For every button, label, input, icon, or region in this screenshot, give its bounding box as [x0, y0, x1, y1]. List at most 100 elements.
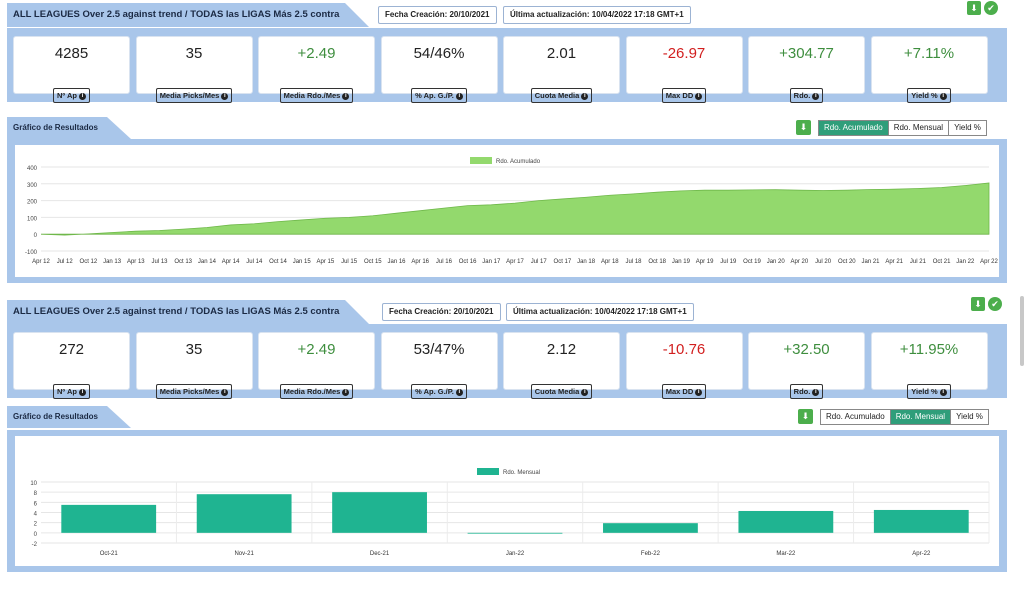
stat-value: +304.77 [779, 45, 834, 62]
bar-chart-panel: -2 0 2 4 6 8 10 Oct-21 Nov-21 Dec-21 Jan-22 Feb-22 M… [15, 436, 999, 566]
x-tick-label: Jan 22 [956, 259, 975, 265]
info-icon[interactable]: i [342, 92, 350, 100]
stat-value: 35 [185, 45, 203, 62]
info-icon[interactable]: i [78, 92, 86, 100]
stat-label-text: Cuota Media [534, 91, 580, 100]
stat-card: 35 Media Picks/Mes i [135, 36, 253, 103]
x-tick-label: Jan 19 [672, 259, 691, 265]
stat-label[interactable]: Rdo. i [789, 384, 824, 399]
strategy-section-1: ALL LEAGUES Over 2.5 against trend / TOD… [0, 0, 1010, 290]
stat-label[interactable]: Media Rdo./Mes i [279, 384, 354, 399]
info-icon[interactable]: i [939, 92, 947, 100]
x-tick-label: Jul 20 [815, 259, 832, 265]
stat-label[interactable]: Yield % i [907, 88, 951, 103]
toggle-rdo-acumulado[interactable]: Rdo. Acumulado [821, 410, 891, 424]
y-tick-label: -100 [25, 250, 38, 256]
stat-value: +2.49 [297, 341, 336, 358]
stat-label-text: Nº Ap [57, 91, 77, 100]
info-icon[interactable]: i [342, 388, 350, 396]
stat-card: +304.77 Rdo. i [748, 36, 865, 103]
creation-date: Fecha Creación: 20/10/2021 [378, 6, 497, 24]
x-tick-label: Jul 16 [436, 259, 453, 265]
info-icon[interactable]: i [812, 388, 820, 396]
chart-download-icon[interactable]: ⬇ [796, 120, 811, 135]
stat-label[interactable]: Nº Ap i [53, 384, 90, 399]
y-tick-label: 100 [27, 216, 38, 222]
stats-band: 4285 Nº Ap i 35 Media Picks/Mes i +2.49 Media R… [7, 28, 1007, 103]
info-icon[interactable]: i [221, 92, 229, 100]
stat-label[interactable]: % Ap. G./P. i [411, 88, 467, 103]
toggle-yield[interactable]: Yield % [951, 410, 988, 424]
toggle-rdo-acumulado[interactable]: Rdo. Acumulado [819, 121, 889, 135]
x-tick-label: Apr-22 [912, 551, 931, 557]
x-tick-label: Jan-22 [506, 551, 525, 557]
stat-card: +2.49 Media Rdo./Mes i [258, 332, 375, 399]
last-update: Última actualización: 10/04/2022 17:18 G… [506, 303, 694, 321]
stat-label[interactable]: Media Rdo./Mes i [279, 88, 354, 103]
shield-check-icon[interactable]: ✔ [984, 1, 998, 15]
info-icon[interactable]: i [455, 92, 463, 100]
legend-swatch [470, 157, 492, 164]
x-tick-label: Jan 21 [861, 259, 880, 265]
info-icon[interactable]: i [581, 92, 589, 100]
info-icon[interactable]: i [695, 92, 703, 100]
y-tick-label: 200 [27, 200, 38, 206]
download-icon[interactable]: ⬇ [971, 297, 985, 311]
stat-card: -10.76 Max DD i [625, 332, 743, 399]
x-tick-label: Jul 19 [720, 259, 737, 265]
strategy-title: ALL LEAGUES Over 2.5 against trend / TOD… [7, 300, 369, 324]
y-tick-label: 8 [34, 491, 38, 497]
stat-card: -26.97 Max DD i [625, 36, 743, 103]
last-update: Última actualización: 10/04/2022 17:18 G… [503, 6, 691, 24]
chart-download-icon[interactable]: ⬇ [798, 409, 813, 424]
stat-label[interactable]: Cuota Media i [530, 88, 593, 103]
stat-label[interactable]: Yield % i [907, 384, 951, 399]
bar [467, 532, 563, 534]
info-icon[interactable]: i [581, 388, 589, 396]
info-icon[interactable]: i [221, 388, 229, 396]
stat-value: 54/46% [413, 45, 465, 62]
stat-label-text: Yield % [911, 91, 938, 100]
stat-label-text: Media Rdo./Mes [283, 387, 341, 396]
stat-value: +11.95% [899, 341, 959, 358]
info-icon[interactable]: i [939, 388, 947, 396]
chart-band: -100 0 100 200 300 400 Apr 12 Jul 12 Oct 12 Jan 1… [7, 139, 1007, 283]
x-tick-label: Apr 16 [411, 259, 429, 265]
toggle-yield[interactable]: Yield % [949, 121, 986, 135]
x-tick-label: Jul 18 [625, 259, 642, 265]
stat-label[interactable]: Media Picks/Mes i [155, 88, 233, 103]
stat-label[interactable]: % Ap. G./P. i [411, 384, 467, 399]
shield-check-icon[interactable]: ✔ [988, 297, 1002, 311]
chart-mode-toggle: Rdo. Acumulado Rdo. Mensual Yield % [818, 120, 987, 136]
info-icon[interactable]: i [455, 388, 463, 396]
stat-label-text: Nº Ap [57, 387, 77, 396]
stat-label[interactable]: Cuota Media i [530, 384, 593, 399]
chart-title: Gráfico de Resultados [7, 117, 131, 139]
info-icon[interactable]: i [78, 388, 86, 396]
stat-value: 35 [185, 341, 203, 358]
stat-label[interactable]: Media Picks/Mes i [155, 384, 233, 399]
stats-band: 272 Nº Ap i 35 Media Picks/Mes i +2.49 Media Rd… [7, 324, 1007, 399]
stat-label[interactable]: Max DD i [661, 88, 707, 103]
bar [873, 509, 969, 533]
stat-label[interactable]: Nº Ap i [53, 88, 90, 103]
stat-card: 4285 Nº Ap i [13, 36, 130, 103]
toggle-rdo-mensual[interactable]: Rdo. Mensual [888, 121, 950, 135]
info-icon[interactable]: i [812, 92, 820, 100]
download-icon[interactable]: ⬇ [967, 1, 981, 15]
stat-label-text: Rdo. [793, 91, 811, 100]
x-tick-label: Apr 20 [791, 259, 809, 265]
toggle-rdo-mensual[interactable]: Rdo. Mensual [890, 410, 952, 424]
stat-label[interactable]: Max DD i [661, 384, 707, 399]
x-tick-label: Apr 19 [696, 259, 714, 265]
x-tick-label: Oct 12 [80, 259, 98, 265]
scrollbar[interactable] [1020, 296, 1024, 366]
stat-label[interactable]: Rdo. i [789, 88, 824, 103]
stat-card: 2.01 Cuota Media i [503, 36, 620, 103]
y-tick-label: 4 [34, 512, 38, 518]
stat-value: +32.50 [783, 341, 830, 358]
info-icon[interactable]: i [695, 388, 703, 396]
stat-label-text: Cuota Media [534, 387, 580, 396]
x-tick-label: Jan 13 [103, 259, 122, 265]
x-tick-label: Jul 21 [910, 259, 927, 265]
